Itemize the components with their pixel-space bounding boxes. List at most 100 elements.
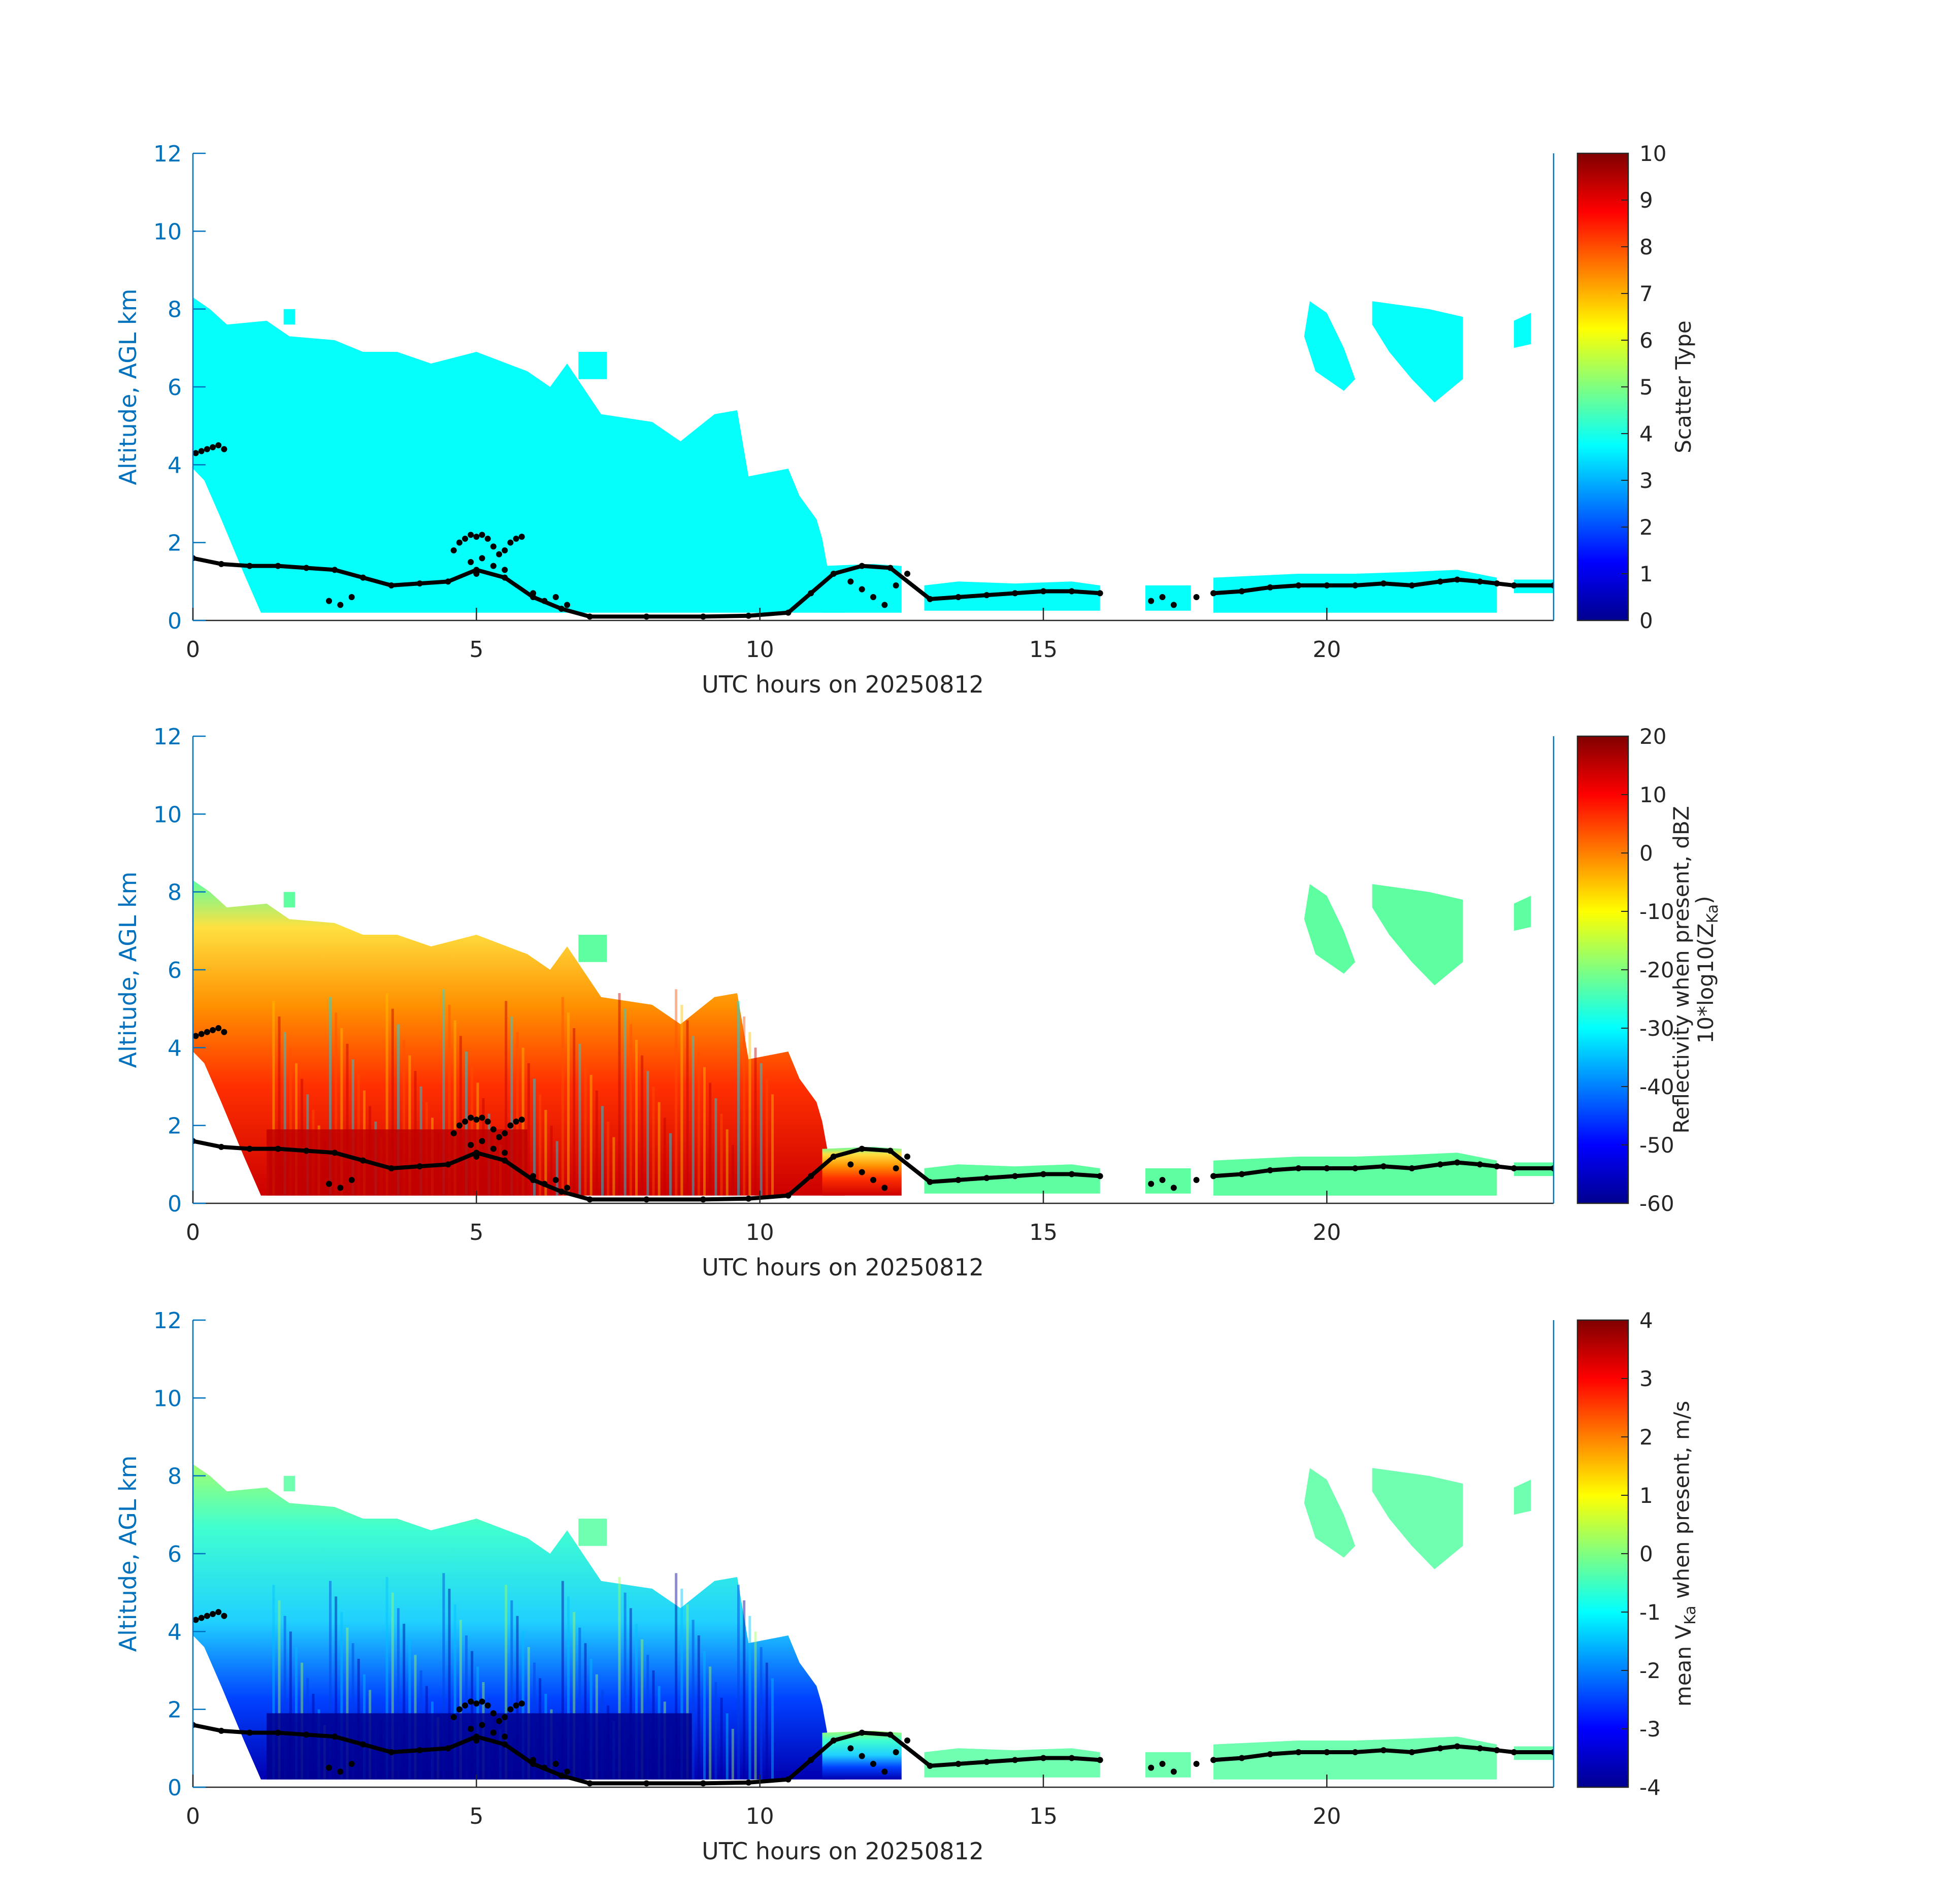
cloud-base-point xyxy=(490,563,497,569)
x-tick-label: 5 xyxy=(469,1220,483,1245)
echo-streak xyxy=(561,997,564,1196)
cloud-base-point xyxy=(473,1700,480,1707)
cloud-base-segment xyxy=(833,1146,863,1159)
echo-streak xyxy=(573,1028,576,1196)
colorbar-tick-label: 2 xyxy=(1639,515,1653,540)
x-tick-label: 0 xyxy=(186,637,200,663)
echo-streak xyxy=(629,1608,632,1780)
cloud-base-segment xyxy=(476,1151,506,1163)
cloud-region-low-layer-2 xyxy=(924,581,1100,611)
cloud-base-point xyxy=(462,1702,468,1709)
cloud-base-point xyxy=(193,1033,199,1039)
echo-streak xyxy=(697,1052,700,1196)
y-tick-label: 4 xyxy=(168,1619,182,1645)
echo-streak xyxy=(737,1585,740,1780)
cloud-base-point xyxy=(530,1757,536,1763)
echo-streak xyxy=(335,1012,338,1196)
cloud-base-point xyxy=(881,602,888,608)
cloud-base-segment xyxy=(476,568,506,580)
cloud-base-segment xyxy=(1411,579,1441,587)
colorbar-tick-label: 0 xyxy=(1639,841,1653,866)
cloud-base-segment xyxy=(703,1196,749,1202)
cloud-base-segment xyxy=(1270,583,1299,589)
cloud-base-segment xyxy=(1496,1748,1515,1754)
cloud-base-point xyxy=(502,1733,508,1740)
cloud-base-segment xyxy=(503,1743,535,1766)
echo-streak xyxy=(709,1666,712,1780)
cloud-base-point xyxy=(204,1613,210,1619)
echo-streak xyxy=(391,1592,394,1780)
cloud-base-segment xyxy=(1440,1160,1458,1167)
cloud-base-point xyxy=(1159,594,1166,600)
cloud-base-point xyxy=(552,1177,559,1183)
cloud-base-point xyxy=(847,578,854,585)
cloud-base-segment xyxy=(334,568,364,580)
colorbar-tick-label: -1 xyxy=(1639,1600,1661,1625)
cloud-base-point xyxy=(450,1130,457,1136)
cloud-base-point xyxy=(473,1737,480,1744)
echo-streak xyxy=(607,1122,610,1196)
echo-streak xyxy=(408,1639,411,1780)
cloud-region-cirrus-2 xyxy=(1372,301,1463,403)
y-tick-label: 8 xyxy=(168,1464,182,1490)
echo-streak xyxy=(584,1059,587,1196)
echo-streak xyxy=(544,1110,547,1196)
cloud-base-point xyxy=(859,1169,865,1175)
cloud-base-point xyxy=(326,598,332,604)
y-tick-label: 4 xyxy=(168,452,182,478)
plot-area xyxy=(193,1464,1554,1787)
cloud-base-point xyxy=(518,1117,525,1123)
cloud-base-point xyxy=(473,571,480,577)
colorbar-tick-label: -30 xyxy=(1639,1016,1674,1041)
colorbar-tick-label: -20 xyxy=(1639,958,1674,982)
cloud-region-low-layer-4 xyxy=(1213,1736,1497,1780)
echo-streak xyxy=(743,1600,746,1780)
cloud-base-segment xyxy=(1479,579,1497,586)
cloud-base-segment xyxy=(278,564,307,570)
cloud-base-point xyxy=(1159,1761,1166,1767)
cloud-base-point xyxy=(513,1119,519,1125)
axes: 0 5 10 15 20 0 2 4 6 8 10 12 UTC hours on 20250812 Al… xyxy=(114,1308,1555,1865)
cloud-base-segment xyxy=(447,1734,477,1751)
cloud-base-point xyxy=(479,532,485,538)
cloud-base-point xyxy=(507,539,514,546)
cloud-base-point xyxy=(496,1718,502,1724)
cloud-region-low-layer-2 xyxy=(924,1748,1100,1778)
cloud-base-segment xyxy=(334,1734,364,1747)
cloud-base-point xyxy=(337,1185,344,1191)
plot-area xyxy=(193,297,1554,620)
cloud-base-point xyxy=(468,1114,474,1121)
x-tick-label: 5 xyxy=(469,1803,483,1829)
colorbar-tick-label: 0 xyxy=(1639,1541,1653,1566)
y-tick-label: 6 xyxy=(168,958,182,983)
cloud-base-point xyxy=(564,602,570,608)
cloud-base-segment xyxy=(476,1734,506,1747)
cloud-region-cirrus-4 xyxy=(283,892,295,908)
cloud-base-point xyxy=(210,1611,216,1617)
cloud-base-point xyxy=(1148,598,1155,604)
y-axis-label: Altitude, AGL km xyxy=(114,288,142,485)
cloud-base-point xyxy=(204,446,210,452)
cloud-base-point xyxy=(473,534,480,540)
cloud-region-main-precip xyxy=(193,297,845,613)
x-tick-label: 20 xyxy=(1312,637,1341,663)
cloud-region-low-layer-2 xyxy=(924,1164,1100,1194)
echo-streak xyxy=(584,1643,587,1780)
echo-streak xyxy=(278,1600,281,1780)
cloud-base-segment xyxy=(278,1730,307,1737)
cloud-region-cirrus-5 xyxy=(578,1519,607,1546)
y-tick-label: 4 xyxy=(168,1035,182,1061)
cloud-base-segment xyxy=(930,595,959,601)
cloud-base-segment xyxy=(809,1155,835,1178)
echo-streak xyxy=(726,1129,729,1196)
cloud-region-cirrus-1 xyxy=(1304,301,1356,391)
echo-streak xyxy=(743,1016,746,1196)
y-tick-label: 10 xyxy=(153,1386,182,1411)
cloud-base-point xyxy=(198,1031,205,1037)
cloud-base-segment xyxy=(889,566,932,601)
cloud-base-point xyxy=(221,446,227,452)
x-axis-label: UTC hours on 20250812 xyxy=(702,671,984,698)
cloud-base-point xyxy=(215,442,222,448)
cloud-base-point xyxy=(348,1177,355,1183)
